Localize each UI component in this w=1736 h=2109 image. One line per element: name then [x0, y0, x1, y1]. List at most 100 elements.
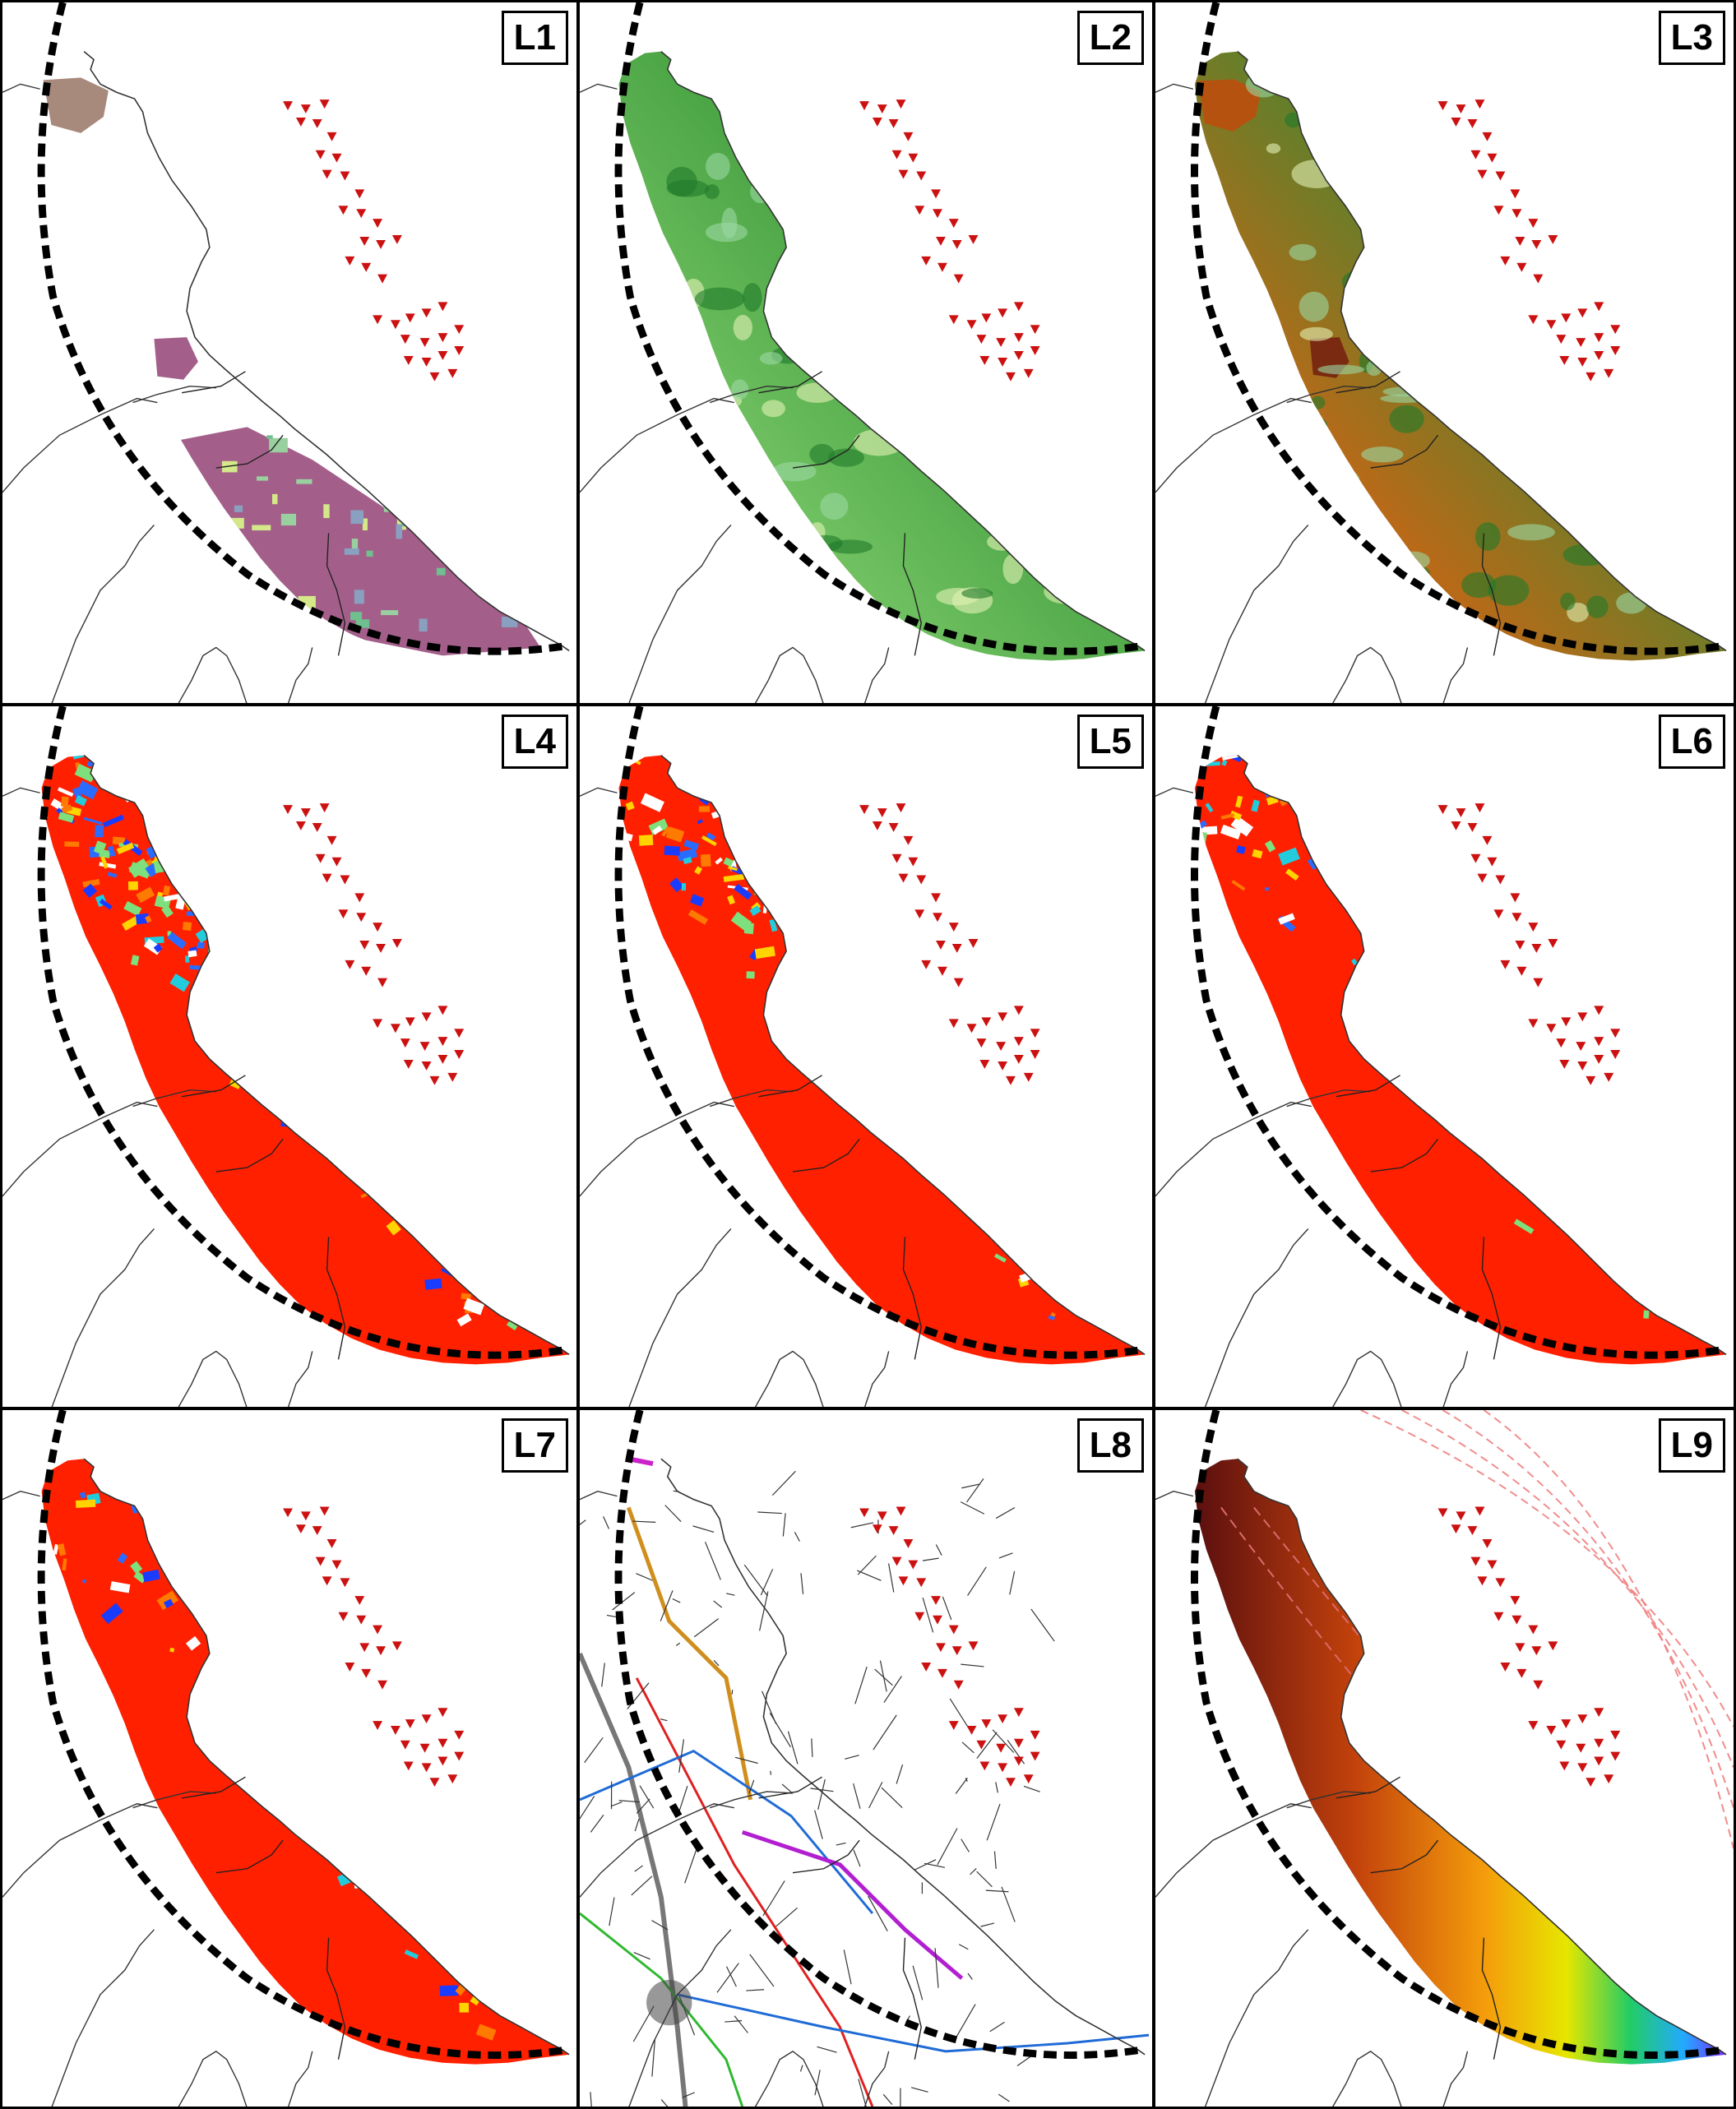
turbine-marker — [872, 821, 882, 830]
visibility-patch — [769, 992, 789, 1004]
visibility-patch — [939, 1140, 947, 1149]
visibility-patch — [162, 885, 171, 896]
visibility-patch — [163, 893, 183, 902]
visibility-patch — [841, 946, 849, 955]
visibility-patch — [1397, 982, 1407, 995]
visibility-patch — [458, 1233, 467, 1241]
visibility-patch — [800, 932, 809, 941]
road-segment — [843, 1949, 852, 1985]
turbine-marker — [1482, 132, 1493, 141]
visibility-patch — [352, 1060, 365, 1071]
visibility-patch — [305, 1041, 319, 1047]
admin-boundary — [628, 525, 732, 703]
turbine-marker — [437, 1738, 448, 1748]
terrain-patch — [1002, 441, 1025, 473]
visibility-patch — [882, 1081, 893, 1092]
visibility-patch — [511, 1996, 531, 2010]
terrain-patch — [827, 539, 873, 554]
visibility-patch — [414, 1136, 430, 1152]
turbine-marker — [996, 1042, 1007, 1052]
terrain-patch — [1041, 76, 1061, 93]
turbine-marker — [1470, 150, 1481, 160]
visibility-patch — [1655, 1236, 1664, 1246]
road-segment — [922, 1597, 934, 1633]
turbine-marker — [1474, 803, 1485, 813]
visibility-patch — [1447, 988, 1461, 999]
terrain-patch — [759, 352, 783, 365]
visibility-patch — [317, 1788, 324, 1793]
visibility-patch — [749, 905, 762, 917]
road-segment — [743, 1564, 768, 1597]
turbine-marker — [936, 940, 946, 950]
turbine-marker — [359, 1643, 370, 1653]
road-segment — [874, 1668, 893, 1686]
municipal-boundary — [215, 434, 284, 469]
terrain-patch — [820, 493, 849, 520]
terrain-patch — [858, 298, 901, 326]
coastline — [1237, 754, 1727, 1356]
visibility-patch — [205, 915, 217, 924]
visibility-patch — [1307, 791, 1318, 802]
admin-boundary — [1155, 1490, 1194, 1501]
map-l9 — [1155, 1410, 1734, 2107]
turbine-marker — [872, 1524, 882, 1534]
turbine-marker — [1013, 302, 1024, 312]
turbine-marker — [400, 1038, 410, 1048]
turbine-marker — [319, 1506, 330, 1516]
turbine-marker — [996, 1743, 1007, 1753]
visibility-patch — [488, 1288, 502, 1301]
turbine-marker — [937, 1668, 947, 1678]
turbine-marker — [1531, 239, 1542, 249]
visibility-patch — [57, 1543, 67, 1556]
visibility-patch — [706, 832, 716, 841]
visibility-patch — [1090, 1272, 1097, 1276]
terrain-patch — [1512, 77, 1545, 100]
admin-boundary — [1286, 1791, 1371, 1809]
road-segment — [782, 1513, 786, 1537]
turbine-marker — [1013, 333, 1024, 343]
turbine-marker — [338, 909, 349, 919]
turbine-marker — [1482, 1538, 1493, 1548]
visibility-patch — [344, 1063, 360, 1076]
terrain-patch — [1409, 566, 1431, 582]
turbine-marker — [896, 99, 906, 109]
road-segment — [817, 1778, 826, 1811]
visibility-patch — [127, 858, 150, 878]
visibility-patch — [870, 1075, 882, 1085]
turbine-marker — [1576, 338, 1586, 348]
turbine-marker — [1467, 823, 1478, 832]
terrain-patch — [1389, 405, 1424, 433]
visibility-patch — [492, 1217, 503, 1223]
visibility-patch — [962, 1203, 971, 1212]
visibility-patch — [204, 984, 215, 993]
visibility-patch — [361, 1161, 372, 1170]
visibility-patch — [514, 1296, 527, 1308]
road-segment — [976, 1871, 993, 1888]
turbine-marker — [1511, 1615, 1522, 1625]
visibility-patch — [1469, 1113, 1477, 1121]
municipal-boundary — [758, 1776, 822, 1799]
turbine-marker — [345, 256, 355, 266]
visibility-patch — [1266, 755, 1286, 764]
turbine-marker — [1493, 909, 1504, 919]
terrain-patch — [1377, 241, 1404, 270]
road-segment — [693, 1618, 720, 1638]
map-l6 — [1155, 706, 1727, 1407]
road-segment — [955, 1778, 968, 1794]
map-panel-l5: L5 — [577, 704, 1155, 1409]
turbine-marker — [1577, 1012, 1588, 1022]
visibility-patch — [109, 1581, 131, 1593]
road-segment — [781, 1783, 792, 1793]
road-segment — [998, 2093, 1010, 2102]
terrain-patch — [796, 382, 839, 403]
turbine-marker — [1577, 357, 1588, 367]
visibility-patch — [173, 1556, 191, 1574]
terrain-patch — [715, 586, 766, 614]
turbine-marker — [998, 1012, 1008, 1022]
admin-boundary — [863, 647, 890, 703]
turbine-marker — [377, 978, 387, 987]
visibility-patch — [74, 794, 87, 807]
visibility-patch — [235, 1656, 243, 1663]
visibility-patch — [428, 1177, 446, 1189]
visibility-patch — [1567, 1150, 1590, 1166]
